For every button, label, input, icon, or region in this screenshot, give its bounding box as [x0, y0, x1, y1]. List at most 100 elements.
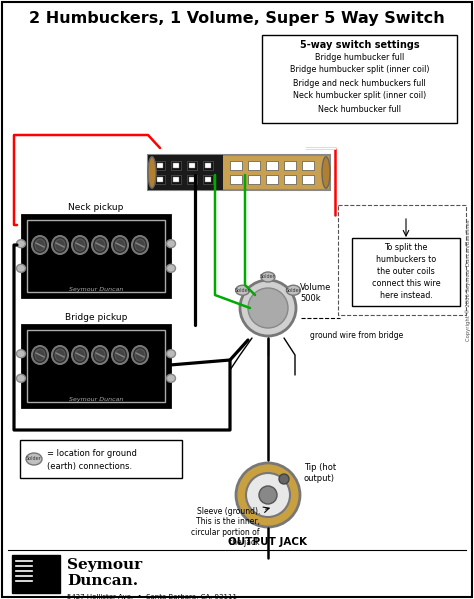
- Ellipse shape: [72, 346, 88, 364]
- Bar: [189, 163, 195, 168]
- Bar: [148, 155, 223, 190]
- Ellipse shape: [17, 374, 26, 382]
- Bar: [248, 175, 260, 184]
- Bar: [157, 163, 163, 168]
- Text: Sleeve (ground).
This is the inner,
circular portion of
the jack: Sleeve (ground). This is the inner, circ…: [191, 507, 260, 547]
- Text: ground wire from bridge: ground wire from bridge: [310, 331, 403, 340]
- Text: humbuckers to: humbuckers to: [376, 255, 436, 264]
- Bar: [187, 161, 197, 170]
- Ellipse shape: [166, 264, 175, 273]
- Ellipse shape: [132, 236, 148, 254]
- Bar: [284, 175, 296, 184]
- Bar: [338, 205, 466, 315]
- Bar: [266, 161, 278, 170]
- Ellipse shape: [95, 349, 105, 361]
- Ellipse shape: [112, 346, 128, 364]
- Text: Seymour Duncan: Seymour Duncan: [69, 286, 123, 292]
- Ellipse shape: [92, 346, 108, 364]
- Text: connect this wire: connect this wire: [372, 279, 440, 288]
- Bar: [189, 177, 195, 182]
- Bar: [173, 163, 179, 168]
- Text: Copyright © 2006 Seymour Duncan/Basslines: Copyright © 2006 Seymour Duncan/Bassline…: [465, 219, 471, 341]
- Text: Solder: Solder: [26, 456, 42, 461]
- Ellipse shape: [115, 239, 125, 251]
- Bar: [230, 175, 242, 184]
- Text: Neck humbucker split (inner coil): Neck humbucker split (inner coil): [293, 92, 426, 101]
- Text: (earth) connections.: (earth) connections.: [47, 461, 132, 470]
- Ellipse shape: [75, 349, 85, 361]
- Ellipse shape: [92, 236, 108, 254]
- Circle shape: [248, 288, 288, 328]
- Circle shape: [246, 473, 290, 517]
- Circle shape: [279, 474, 289, 484]
- Text: Bridge pickup: Bridge pickup: [65, 313, 127, 322]
- Text: here instead.: here instead.: [380, 291, 432, 300]
- Ellipse shape: [35, 239, 45, 251]
- Ellipse shape: [115, 349, 125, 361]
- Bar: [205, 163, 211, 168]
- Bar: [266, 175, 278, 184]
- Bar: [148, 155, 330, 190]
- Ellipse shape: [17, 264, 26, 273]
- Ellipse shape: [166, 240, 175, 248]
- Ellipse shape: [286, 285, 301, 295]
- Bar: [302, 175, 314, 184]
- Ellipse shape: [148, 157, 156, 188]
- Ellipse shape: [132, 346, 148, 364]
- Bar: [173, 177, 179, 182]
- Text: Seymour: Seymour: [67, 558, 142, 572]
- Ellipse shape: [55, 239, 65, 251]
- Ellipse shape: [52, 346, 68, 364]
- Text: Seymour Duncan: Seymour Duncan: [69, 397, 123, 401]
- Text: 5-way switch settings: 5-way switch settings: [300, 40, 419, 50]
- Bar: [187, 175, 197, 184]
- Text: Volume
500k: Volume 500k: [300, 283, 331, 304]
- Text: Duncan.: Duncan.: [67, 574, 138, 588]
- Ellipse shape: [95, 239, 105, 251]
- Ellipse shape: [135, 239, 145, 251]
- Bar: [203, 175, 213, 184]
- Circle shape: [236, 463, 300, 527]
- Bar: [205, 177, 211, 182]
- Text: 2 Humbuckers, 1 Volume, Super 5 Way Switch: 2 Humbuckers, 1 Volume, Super 5 Way Swit…: [29, 11, 445, 26]
- Bar: [284, 161, 296, 170]
- Text: To split the: To split the: [384, 243, 428, 252]
- Bar: [171, 175, 181, 184]
- Bar: [157, 177, 163, 182]
- Bar: [262, 35, 457, 123]
- Bar: [155, 175, 165, 184]
- Text: Bridge humbucker split (inner coil): Bridge humbucker split (inner coil): [290, 65, 429, 74]
- Text: Bridge humbucker full: Bridge humbucker full: [315, 53, 404, 62]
- Ellipse shape: [322, 157, 330, 188]
- Ellipse shape: [166, 374, 175, 382]
- Text: Solder: Solder: [235, 288, 250, 293]
- Text: = location for ground: = location for ground: [47, 449, 137, 458]
- Ellipse shape: [26, 453, 42, 465]
- Ellipse shape: [35, 349, 45, 361]
- Text: the outer coils: the outer coils: [377, 267, 435, 276]
- Text: 5427 Hollister Ave.  •  Santa Barbara, CA. 93111: 5427 Hollister Ave. • Santa Barbara, CA.…: [67, 594, 237, 599]
- Bar: [22, 215, 170, 297]
- Bar: [302, 161, 314, 170]
- Ellipse shape: [166, 350, 175, 358]
- Ellipse shape: [72, 236, 88, 254]
- Bar: [22, 325, 170, 407]
- Text: OUTPUT JACK: OUTPUT JACK: [228, 537, 308, 547]
- Bar: [27, 220, 165, 292]
- Ellipse shape: [32, 236, 48, 254]
- Bar: [155, 161, 165, 170]
- Ellipse shape: [32, 346, 48, 364]
- Bar: [230, 161, 242, 170]
- Bar: [248, 161, 260, 170]
- Circle shape: [259, 486, 277, 504]
- Text: Neck humbucker full: Neck humbucker full: [318, 104, 401, 113]
- Text: Bridge and neck humbuckers full: Bridge and neck humbuckers full: [293, 78, 426, 87]
- Bar: [20, 440, 182, 478]
- Ellipse shape: [75, 239, 85, 251]
- Bar: [171, 161, 181, 170]
- Ellipse shape: [135, 349, 145, 361]
- Bar: [27, 330, 165, 402]
- Bar: [352, 238, 460, 306]
- Text: Tip (hot
output): Tip (hot output): [304, 463, 336, 483]
- Ellipse shape: [236, 285, 250, 295]
